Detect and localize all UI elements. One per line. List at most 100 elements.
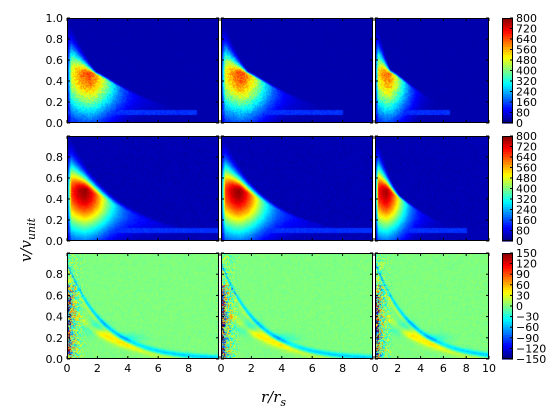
heatmap-panel-r2-c3 <box>375 136 489 241</box>
colorbar-step <box>502 230 513 234</box>
colorbar-step <box>502 313 513 318</box>
colorbar-step <box>502 332 513 336</box>
colorbar-tick-label: 560 <box>516 162 537 175</box>
heatmap-panel-r2-c2 <box>221 136 373 241</box>
colorbar-tick-label: 90 <box>516 268 530 281</box>
panel-frame-r1-c2 <box>221 18 373 123</box>
colorbar-step <box>502 253 513 257</box>
colorbar-step <box>502 300 513 304</box>
colorbar-step <box>502 227 513 232</box>
y-tick-label: 0.0 <box>46 117 64 130</box>
x-tick-label: 6 <box>309 362 316 375</box>
colorbar-tick-label: 800 <box>516 130 537 143</box>
colorbar-step <box>502 112 513 116</box>
x-tick-label: 8 <box>463 362 470 375</box>
x-tick-label: 8 <box>185 362 192 375</box>
colorbar-step <box>502 151 513 155</box>
colorbar-step <box>502 183 513 187</box>
colorbar-step <box>502 164 513 169</box>
x-tick-label: 8 <box>339 362 346 375</box>
x-tick-label: 0 <box>372 362 379 375</box>
colorbar-tick-label: 720 <box>516 141 537 154</box>
colorbar-step <box>502 149 513 153</box>
colorbar-step <box>502 36 513 40</box>
colorbar-step <box>502 191 513 195</box>
colorbar-step <box>502 306 513 310</box>
colorbar-step <box>502 154 513 158</box>
colorbar-step <box>502 266 513 270</box>
x-tick-label: 6 <box>440 362 447 375</box>
colorbar-step <box>502 117 513 121</box>
x-tick-label: 4 <box>417 362 424 375</box>
y-tick-label: 0.2 <box>46 214 64 227</box>
heatmap-panel-r3-c1 <box>67 253 219 359</box>
colorbar-step <box>502 225 513 229</box>
colorbar-step <box>502 141 513 145</box>
colorbar-step <box>502 356 513 360</box>
colorbar-step <box>502 271 513 275</box>
y-axis-label: v/vunit <box>17 217 38 262</box>
colorbar-step <box>502 52 513 56</box>
panel-frame-r3-c1 <box>67 253 219 359</box>
colorbar-step <box>502 20 513 24</box>
colorbar-step <box>502 274 513 278</box>
colorbar-step <box>502 316 513 320</box>
colorbar-step <box>502 206 513 211</box>
panel-frame-r3-c2 <box>221 253 373 359</box>
colorbar-tick-label: −150 <box>516 353 546 366</box>
colorbar-step <box>502 143 513 148</box>
colorbar-step <box>502 86 513 90</box>
colorbar-tick-label: 240 <box>516 86 537 99</box>
x-tick-label: 2 <box>394 362 401 375</box>
colorbar-step <box>502 180 513 184</box>
x-tick-label: 10 <box>482 362 496 375</box>
colorbar-step <box>502 193 513 197</box>
colorbar-tick-label: 480 <box>516 172 537 185</box>
colorbar-step <box>502 44 513 48</box>
y-tick-label: 0.0 <box>46 235 64 248</box>
colorbar-step <box>502 73 513 77</box>
y-tick-label: 1.0 <box>46 12 64 25</box>
panel-frame-r2-c2 <box>221 136 373 241</box>
y-tick-label: 0.6 <box>46 289 64 302</box>
x-tick-label: 4 <box>124 362 131 375</box>
x-tick-label: 2 <box>248 362 255 375</box>
colorbar-tick-label: 320 <box>516 75 537 88</box>
colorbar-step <box>502 109 513 114</box>
colorbar-tick-label: 160 <box>516 214 537 227</box>
colorbar-step <box>502 345 513 349</box>
colorbar-tick-label: 30 <box>516 289 530 302</box>
colorbar-step <box>502 319 513 323</box>
colorbar-tick-label: 80 <box>516 107 530 120</box>
colorbar-step <box>502 102 513 106</box>
colorbar-tick-label: 560 <box>516 44 537 57</box>
colorbar-step <box>502 136 513 140</box>
colorbar-step <box>502 284 513 289</box>
colorbar-step <box>502 170 513 174</box>
colorbar-step <box>502 303 513 307</box>
colorbar-step <box>502 159 513 163</box>
colorbar-tick-label: −120 <box>516 342 546 355</box>
y-tick-label: 0.2 <box>46 96 64 109</box>
y-tick-label: 0.0 <box>46 353 64 366</box>
colorbar-tick-label: 160 <box>516 96 537 109</box>
colorbar-step <box>502 49 513 53</box>
colorbar-step <box>502 70 513 74</box>
colorbar-step <box>502 62 513 66</box>
colorbar-step <box>502 81 513 85</box>
colorbar-step <box>502 327 513 331</box>
colorbar-step <box>502 287 513 291</box>
colorbar-tick-label: 640 <box>516 33 537 46</box>
colorbar-step <box>502 353 513 357</box>
colorbar-step <box>502 233 513 237</box>
colorbar-step <box>502 263 513 267</box>
colorbar-step <box>502 217 513 221</box>
colorbar-tick-label: 400 <box>516 183 537 196</box>
colorbar-step <box>502 178 513 182</box>
colorbar-step <box>502 33 513 37</box>
colorbar-step <box>502 41 513 45</box>
y-tick-label: 0.6 <box>46 54 64 67</box>
x-tick-label: 0 <box>218 362 225 375</box>
colorbar-step <box>502 290 513 294</box>
